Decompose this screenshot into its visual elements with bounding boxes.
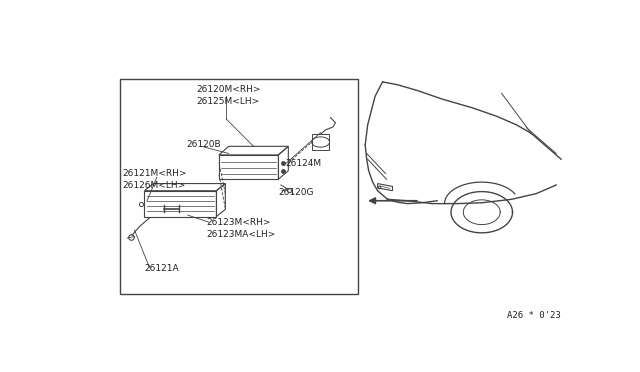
- Text: 26126M<LH>: 26126M<LH>: [122, 182, 186, 190]
- Text: 26123M<RH>: 26123M<RH>: [207, 218, 271, 227]
- Text: 26123MA<LH>: 26123MA<LH>: [207, 230, 276, 239]
- Text: 26121M<RH>: 26121M<RH>: [122, 169, 187, 178]
- Bar: [312, 134, 329, 150]
- Text: A26 * 0'23: A26 * 0'23: [507, 311, 561, 320]
- Text: 26124M: 26124M: [286, 159, 322, 168]
- Text: 26120G: 26120G: [278, 187, 314, 197]
- Text: 26121A: 26121A: [145, 264, 179, 273]
- Text: 26120M<RH>: 26120M<RH>: [196, 84, 261, 93]
- FancyArrowPatch shape: [292, 192, 293, 193]
- Text: 26120B: 26120B: [187, 140, 221, 150]
- Text: 26125M<LH>: 26125M<LH>: [196, 97, 260, 106]
- Bar: [120, 79, 358, 294]
